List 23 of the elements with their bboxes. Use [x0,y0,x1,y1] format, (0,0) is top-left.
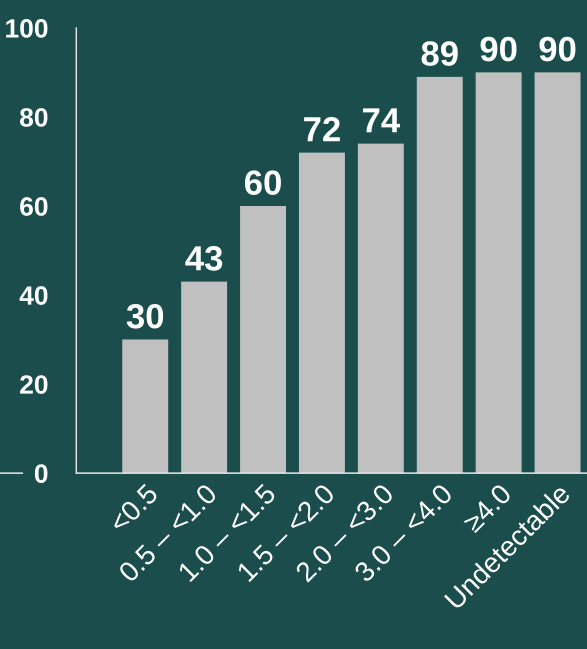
bar [240,206,286,474]
y-tick-label: 20 [20,375,48,394]
bar [476,72,522,474]
data-label: 90 [480,36,517,62]
bar [358,144,404,474]
bar [298,152,345,474]
data-label: 72 [304,116,340,142]
data-label: 30 [126,304,164,329]
y-tick-label: 80 [20,108,48,127]
y-tick-label: 60 [20,197,48,216]
y-tick-label: 100 [6,19,48,38]
bar [181,282,228,474]
data-label: 90 [539,36,576,62]
data-label: 74 [363,108,400,132]
bar [416,76,463,474]
data-label: 60 [244,170,281,195]
bar [122,340,168,474]
data-label: 43 [185,246,222,271]
data-label: 89 [422,41,458,66]
bar [534,72,581,474]
y-tick-label: 0 [34,464,48,483]
x-tick-label: <0.5 [108,482,159,534]
y-tick-label: 40 [20,286,48,305]
